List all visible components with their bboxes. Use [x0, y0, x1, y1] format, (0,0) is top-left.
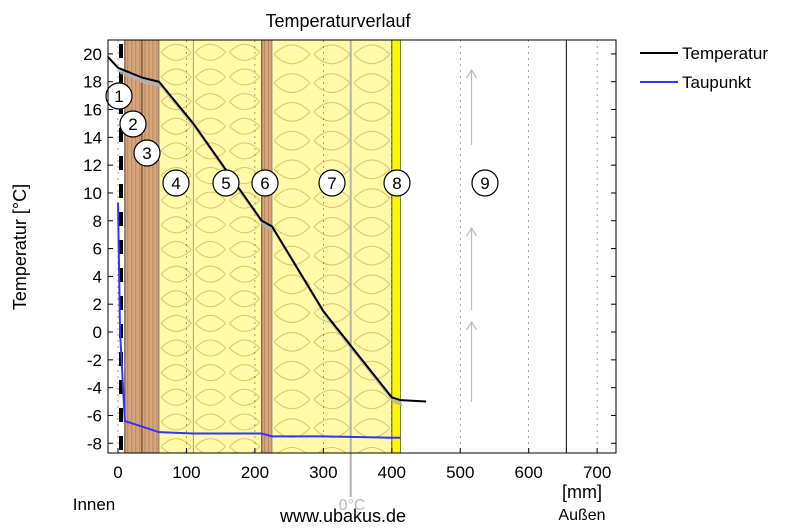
outside-label: Außen — [558, 507, 605, 524]
x-tick-label: 0 — [113, 463, 122, 482]
layer-badge-7: 7 — [318, 169, 346, 197]
layer-5 — [192, 40, 262, 453]
x-tick-label: 700 — [583, 463, 611, 482]
y-tick-label: 12 — [83, 156, 102, 175]
layer-fill — [400, 40, 567, 453]
y-tick-label: 10 — [83, 184, 102, 203]
badge-circle — [105, 82, 133, 110]
badge-circle — [212, 169, 240, 197]
badge-circle — [471, 169, 499, 197]
layer-fill — [261, 40, 273, 453]
dewpoint-line — [117, 202, 401, 439]
layer-fill — [141, 40, 160, 453]
y-tick-label: 18 — [83, 73, 102, 92]
x-tick-label: 600 — [515, 463, 543, 482]
layer-badge-8: 8 — [383, 169, 411, 197]
layer-badge-4: 4 — [162, 169, 190, 197]
layer-badge-6: 6 — [251, 169, 279, 197]
badge-circle — [251, 169, 279, 197]
legend: Temperatur Taupunkt — [640, 44, 768, 92]
badge-circle — [119, 110, 147, 138]
watermark: www.ubakus.de — [279, 506, 406, 526]
badge-label: 7 — [327, 174, 336, 193]
badge-label: 3 — [142, 144, 151, 163]
layer-6 — [261, 40, 273, 453]
badge-label: 4 — [171, 174, 180, 193]
legend-label-temperatur: Temperatur — [682, 44, 768, 63]
plot-frame — [107, 39, 617, 454]
temperature-line — [108, 55, 427, 403]
x-tick-label: 500 — [446, 463, 474, 482]
plaster-hatch — [119, 436, 123, 450]
plaster-hatch — [119, 240, 123, 254]
badge-circle — [383, 169, 411, 197]
x-unit-label: [mm] — [562, 482, 602, 502]
wall-layers — [118, 40, 567, 453]
plaster-hatch — [119, 380, 123, 394]
y-tick-label: 0 — [93, 323, 102, 342]
badge-circle — [162, 169, 190, 197]
y-tick-label: 6 — [93, 240, 102, 259]
plaster-hatch — [119, 408, 123, 422]
plot-series — [108, 55, 427, 439]
layer-9 — [400, 40, 567, 453]
layer-badge-1: 1 — [105, 82, 133, 110]
badge-label: 8 — [392, 174, 401, 193]
layer-fill — [391, 40, 401, 453]
airflow-arrowhead — [466, 226, 478, 237]
plaster-hatch — [119, 156, 123, 170]
plaster-hatch — [119, 44, 123, 58]
badge-label: 9 — [480, 174, 489, 193]
layer-badges: 123 4 5 6 7 8 9 — [105, 82, 499, 197]
y-tick-label: 8 — [93, 212, 102, 231]
x-axis: 0 100 200 300 400 500 600 700 — [113, 448, 611, 482]
badge-circle — [133, 139, 161, 167]
layer-7 — [271, 40, 392, 453]
badge-label: 1 — [114, 87, 123, 106]
layer-badge-9: 9 — [471, 169, 499, 197]
y-tick-label: 16 — [83, 101, 102, 120]
layer-4 — [158, 40, 194, 453]
badge-label: 5 — [221, 174, 230, 193]
y-tick-label: 20 — [83, 45, 102, 64]
y-tick-label: -2 — [87, 351, 102, 370]
plaster-hatch — [119, 212, 123, 226]
y-axis-label: Temperatur [°C] — [10, 184, 30, 310]
plaster-hatch — [119, 268, 123, 282]
x-tick-label: 300 — [309, 463, 337, 482]
y-tick-label: 14 — [83, 128, 102, 147]
plaster-hatch — [119, 296, 123, 310]
zero-line-label: 0°C — [339, 497, 366, 514]
y-tick-label: -4 — [87, 379, 102, 398]
y-tick-label: -8 — [87, 434, 102, 453]
layer-badge-2: 2 — [119, 110, 147, 138]
plaster-hatch — [119, 72, 123, 86]
x-tick-label: 100 — [172, 463, 200, 482]
plaster-hatch — [119, 184, 123, 198]
x-tick-label: 400 — [378, 463, 406, 482]
inside-label: Innen — [73, 495, 116, 514]
layer-3 — [141, 40, 160, 453]
plaster-hatch — [119, 128, 123, 142]
chart-title: Temperaturverlauf — [265, 11, 411, 31]
badge-label: 2 — [128, 115, 137, 134]
layer-badge-3: 3 — [133, 139, 161, 167]
legend-label-taupunkt: Taupunkt — [682, 73, 751, 92]
y-tick-label: -6 — [87, 406, 102, 425]
airflow-arrowhead — [466, 320, 478, 331]
y-tick-label: 2 — [93, 295, 102, 314]
x-tick-label: 200 — [241, 463, 269, 482]
airflow-arrowhead — [466, 68, 478, 79]
badge-label: 6 — [260, 174, 269, 193]
insulation-pattern — [194, 43, 261, 453]
badge-circle — [318, 169, 346, 197]
layer-badge-5: 5 — [212, 169, 240, 197]
layer-8 — [391, 40, 402, 453]
y-tick-label: 4 — [93, 267, 102, 286]
